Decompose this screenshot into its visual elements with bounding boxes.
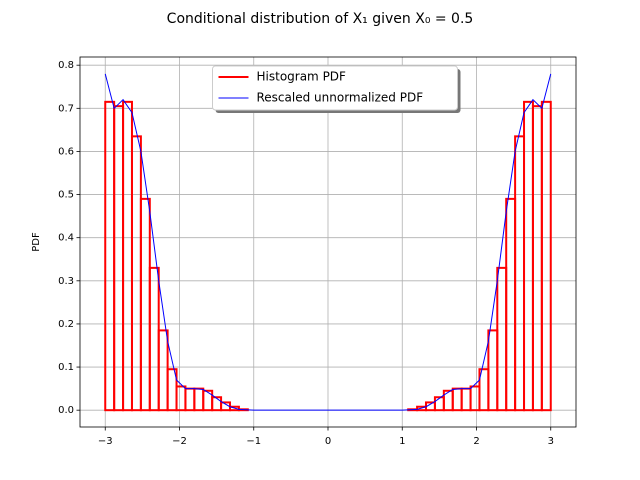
histogram-bar <box>505 197 517 412</box>
legend-label: Rescaled unnormalized PDF <box>257 91 424 105</box>
histogram-bar <box>451 387 463 412</box>
histogram-bar <box>148 266 160 412</box>
legend-box <box>212 65 458 111</box>
x-tick-label: 0 <box>325 436 331 447</box>
y-tick-label: 0.5 <box>58 190 74 201</box>
x-tick-label: −1 <box>246 436 261 447</box>
y-tick-label: 0.7 <box>58 103 74 114</box>
histogram-bar <box>122 100 133 412</box>
histogram-bar <box>469 385 481 412</box>
x-tick-label: −3 <box>98 436 113 447</box>
histogram-bar <box>496 266 508 412</box>
legend-label: Histogram PDF <box>257 70 347 84</box>
x-tick-label: 3 <box>548 436 554 447</box>
histogram-bar <box>460 387 472 412</box>
x-tick-label: −2 <box>172 436 187 447</box>
histogram-bar <box>130 135 142 412</box>
plot-frame <box>79 56 577 428</box>
histogram-bar <box>157 329 169 412</box>
y-axis-label: PDF <box>31 232 42 252</box>
y-tick-label: 0.4 <box>58 233 74 244</box>
histogram-bar <box>211 396 223 412</box>
y-tick-label: 0.6 <box>58 146 74 157</box>
histogram-bar <box>433 396 445 412</box>
y-tick-label: 0.3 <box>58 276 74 287</box>
x-tick-label: 1 <box>399 436 405 447</box>
histogram-bar <box>184 387 196 412</box>
histogram-bar <box>540 100 552 412</box>
histogram-bar <box>514 135 526 412</box>
legend: Histogram PDF Rescaled unnormalized PDF <box>212 65 461 113</box>
y-tick-label: 0.0 <box>58 405 74 416</box>
histogram-bar <box>487 329 499 412</box>
histogram-bar <box>104 100 116 412</box>
pdf-line <box>104 73 552 411</box>
y-tick-label: 0.2 <box>58 319 74 330</box>
histogram-bar <box>139 197 151 412</box>
chart-title: Conditional distribution of X₁ given X₀ … <box>167 11 474 27</box>
y-tick-label: 0.1 <box>58 362 74 373</box>
y-tick-label: 0.8 <box>58 60 74 71</box>
histogram-bar <box>193 387 205 412</box>
histogram-bar <box>523 100 534 412</box>
x-tick-label: 2 <box>473 436 479 447</box>
histogram-bar <box>175 385 187 412</box>
